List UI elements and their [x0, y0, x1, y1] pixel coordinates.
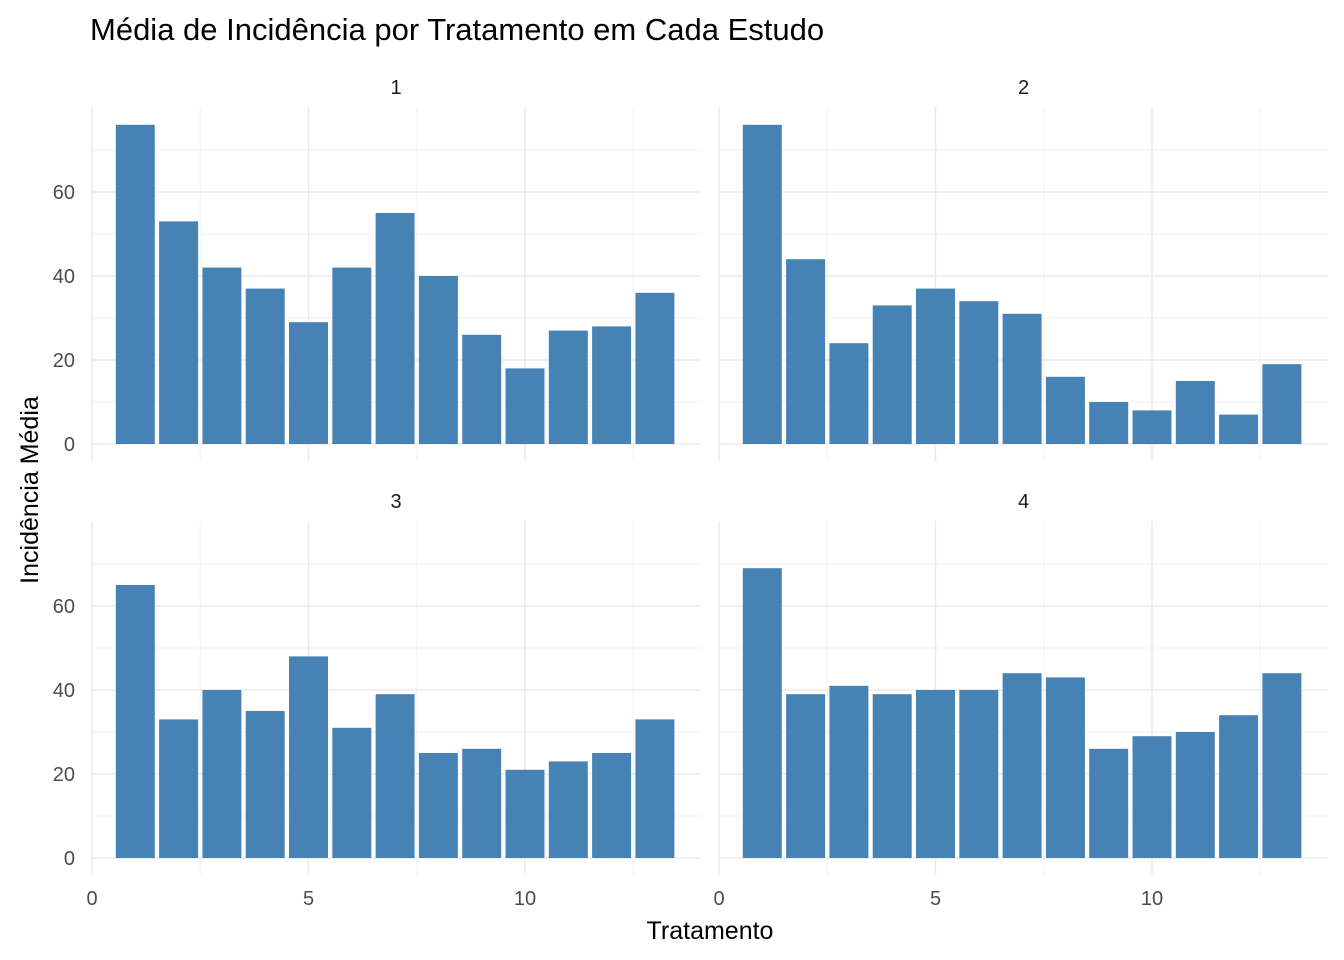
bar-panel-1-tratamento-3 — [202, 267, 242, 444]
bar-panel-3-tratamento-6 — [332, 727, 372, 858]
chart-title: Média de Incidência por Tratamento em Ca… — [90, 12, 824, 47]
bar-panel-4-tratamento-9 — [1089, 748, 1129, 858]
y-tick-label: 0 — [64, 848, 75, 870]
bar-panel-2-tratamento-6 — [959, 301, 999, 444]
facet-panel-3: 3 0 20 40 60 0 5 10 — [53, 491, 700, 910]
bar-panel-3-tratamento-1 — [115, 585, 155, 858]
x-tick-label: 0 — [713, 888, 724, 910]
bar-panel-2-tratamento-1 — [742, 124, 782, 445]
x-tick-label: 0 — [86, 888, 97, 910]
x-tick-label: 10 — [514, 888, 536, 910]
bar-panel-3-tratamento-7 — [375, 694, 415, 858]
bar-panel-1-tratamento-5 — [289, 322, 328, 444]
bar-panel-4-tratamento-6 — [959, 690, 999, 858]
facet-panel-2: 2 — [718, 77, 1328, 461]
facet-strip-label: 3 — [390, 491, 401, 513]
bar-panel-4-tratamento-5 — [916, 690, 955, 858]
bar-panel-1-tratamento-8 — [418, 276, 458, 444]
bar-panel-1-tratamento-11 — [548, 330, 588, 444]
bar-panel-4-tratamento-8 — [1045, 677, 1085, 858]
y-tick-label: 60 — [53, 182, 75, 204]
bar-panel-1-tratamento-12 — [592, 326, 632, 444]
bar-panel-4-tratamento-7 — [1002, 673, 1042, 858]
x-tick-label: 5 — [303, 888, 314, 910]
bar-panel-3-tratamento-8 — [418, 753, 458, 858]
facet-strip-label: 4 — [1018, 491, 1029, 513]
bar-panel-3-tratamento-10 — [505, 769, 545, 858]
x-tick-label: 10 — [1141, 888, 1163, 910]
y-axis-title: Incidência Média — [16, 396, 44, 584]
bar-panel-1-tratamento-10 — [505, 368, 545, 444]
bar-panel-2-tratamento-12 — [1219, 414, 1259, 444]
bar-panel-4-tratamento-13 — [1262, 673, 1302, 858]
bar-panel-4-tratamento-10 — [1132, 736, 1172, 858]
bar-panel-2-tratamento-11 — [1175, 381, 1215, 444]
bar-panel-1-tratamento-2 — [159, 221, 199, 444]
bar-panel-2-tratamento-9 — [1089, 402, 1129, 444]
bar-panel-4-tratamento-12 — [1219, 715, 1259, 858]
y-tick-label: 0 — [64, 434, 75, 456]
bar-panel-4-tratamento-1 — [742, 568, 782, 858]
bar-panel-1-tratamento-7 — [375, 213, 415, 444]
bar-panel-4-tratamento-11 — [1175, 732, 1215, 858]
bar-panel-2-tratamento-5 — [916, 288, 955, 444]
bar-panel-3-tratamento-13 — [635, 719, 675, 858]
bar-panel-1-tratamento-13 — [635, 292, 675, 444]
bar-panel-4-tratamento-4 — [872, 694, 912, 858]
bar-panel-3-tratamento-12 — [592, 753, 632, 858]
bar-panel-3-tratamento-4 — [245, 711, 285, 858]
y-tick-label: 20 — [53, 350, 75, 372]
bar-panel-1-tratamento-6 — [332, 267, 372, 444]
bar-panel-4-tratamento-2 — [786, 694, 826, 858]
bar-panel-1-tratamento-4 — [245, 288, 285, 444]
bar-panel-3-tratamento-2 — [159, 719, 199, 858]
bar-panel-2-tratamento-3 — [829, 343, 869, 444]
facet-strip-label: 2 — [1018, 77, 1029, 99]
bar-panel-2-tratamento-2 — [786, 259, 826, 444]
y-tick-label: 40 — [53, 266, 75, 288]
facet-strip-label: 1 — [390, 77, 401, 99]
bar-panel-2-tratamento-4 — [872, 305, 912, 444]
bar-panel-2-tratamento-7 — [1002, 313, 1042, 444]
bar-panel-2-tratamento-13 — [1262, 364, 1302, 444]
facet-panel-4: 4 0 5 10 — [713, 491, 1328, 910]
bar-panel-4-tratamento-3 — [829, 685, 869, 858]
y-tick-label: 60 — [53, 596, 75, 618]
bar-panel-1-tratamento-1 — [115, 124, 155, 445]
x-axis-title: Tratamento — [647, 917, 774, 945]
y-tick-label: 40 — [53, 680, 75, 702]
x-tick-label: 5 — [930, 888, 941, 910]
y-tick-label: 20 — [53, 764, 75, 786]
bar-panel-2-tratamento-8 — [1045, 376, 1085, 444]
bar-panel-3-tratamento-11 — [548, 761, 588, 858]
bar-panel-1-tratamento-9 — [462, 334, 502, 444]
bar-panel-3-tratamento-5 — [289, 656, 328, 858]
bar-panel-3-tratamento-3 — [202, 690, 242, 858]
bar-panel-2-tratamento-10 — [1132, 410, 1172, 444]
facet-panel-1: 1 0 20 40 60 — [53, 77, 700, 461]
bar-panel-3-tratamento-9 — [462, 748, 502, 858]
